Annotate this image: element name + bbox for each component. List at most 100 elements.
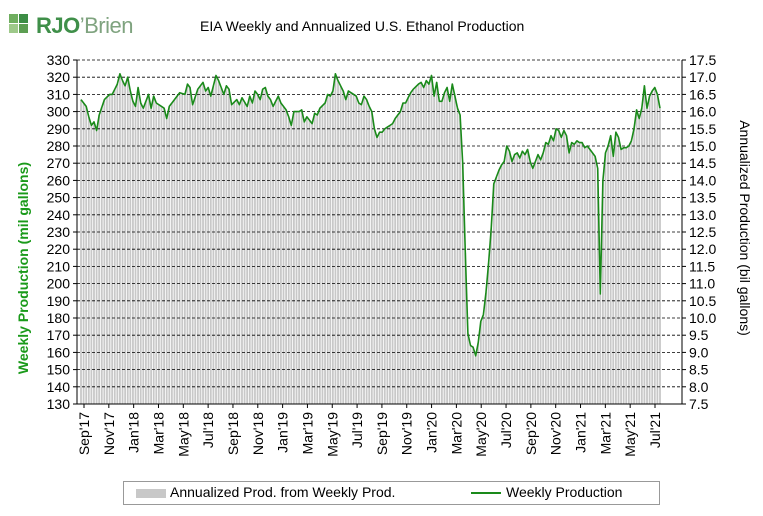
annualized-bar (329, 96, 332, 405)
annualized-bar (134, 106, 137, 404)
annualized-bar (313, 113, 316, 404)
annualized-bar (181, 93, 184, 404)
annualized-bar (581, 142, 584, 404)
x-tick-label: Jan'20 (424, 412, 440, 453)
annualized-bar (225, 85, 228, 405)
annualized-bar (202, 82, 204, 405)
y-right-tick-label: 10.5 (689, 293, 716, 309)
legend-swatch-bars (136, 489, 166, 498)
annualized-bar (651, 90, 654, 405)
annualized-bar (113, 89, 116, 405)
annualized-bar (547, 144, 550, 404)
annualized-bar (557, 130, 560, 404)
y-left-tick-label: 260 (47, 172, 71, 188)
annualized-bar (542, 152, 545, 404)
y-left-tick-label: 220 (47, 241, 71, 257)
annualized-bar (311, 123, 313, 404)
annualized-bar (469, 345, 472, 404)
annualized-bar (168, 106, 171, 404)
y-right-tick-label: 9.0 (689, 344, 709, 360)
annualized-bar (659, 108, 661, 404)
annualized-bar (407, 97, 410, 404)
y-right-tick-label: 11.5 (689, 258, 715, 274)
annualized-bar (513, 154, 516, 404)
annualized-bar (490, 228, 493, 404)
annualized-bar (145, 101, 147, 404)
annualized-bar (498, 170, 500, 404)
y-right-ticks: 7.58.08.59.09.510.010.511.011.512.012.51… (682, 52, 716, 412)
annualized-bar (90, 125, 93, 405)
rjo-brien-mark-icon (9, 14, 28, 33)
annualized-bar (539, 159, 542, 404)
y-right-tick-label: 15.0 (689, 138, 716, 154)
annualized-bar (298, 111, 300, 404)
annualized-bar (446, 87, 448, 405)
x-tick-label: Sep'18 (225, 412, 241, 455)
annualized-bar (422, 87, 425, 405)
annualized-bar (347, 90, 350, 405)
annualized-bar (100, 107, 103, 405)
y-left-tick-label: 300 (47, 104, 71, 120)
annualized-bar (591, 152, 594, 404)
annualized-bar (142, 108, 145, 404)
y-left-tick-label: 130 (47, 396, 71, 412)
y-left-tick-label: 250 (47, 190, 71, 206)
annualized-bar (500, 164, 503, 404)
annualized-bar (85, 106, 88, 404)
annualized-bar (552, 140, 555, 404)
chart-title: EIA Weekly and Annualized U.S. Ethanol P… (200, 18, 525, 34)
annualized-bar (230, 104, 233, 404)
x-tick-label: Nov'19 (399, 412, 415, 455)
annualized-bar (337, 80, 339, 404)
annualized-bar (196, 89, 199, 405)
annualized-bar (331, 90, 334, 405)
y-right-tick-label: 16.5 (689, 86, 716, 102)
annualized-bar (248, 96, 251, 405)
y-right-tick-label: 7.5 (689, 396, 709, 412)
legend-label-weekly: Weekly Production (506, 484, 623, 500)
annualized-bar (277, 96, 280, 405)
annualized-bar (116, 84, 119, 404)
annualized-bar (586, 146, 589, 404)
annualized-bar (82, 103, 85, 404)
annualized-bar (290, 125, 293, 405)
logo-wordmark: RJO’Brien (36, 13, 134, 39)
annualized-bar (274, 101, 277, 404)
y-left-tick-label: 270 (47, 155, 71, 171)
annualized-bar (640, 108, 643, 404)
annualized-bar (173, 99, 176, 404)
annualized-bar (350, 92, 352, 405)
annualized-bar (391, 123, 394, 404)
annualized-bar (280, 103, 282, 404)
annualized-bar (617, 137, 620, 404)
annualized-bar (80, 99, 82, 404)
annualized-bar (459, 115, 461, 404)
annualized-bar (620, 149, 622, 404)
annualized-bar (648, 96, 651, 405)
annualized-bar (170, 103, 173, 404)
y-left-tick-label: 180 (47, 310, 71, 326)
annualized-bar (137, 87, 140, 405)
y-right-tick-label: 12.5 (689, 224, 716, 240)
x-tick-label: May'19 (324, 412, 340, 457)
annualized-bar (589, 149, 591, 404)
annualized-bar (435, 82, 438, 405)
y-right-tick-label: 14.5 (689, 155, 716, 171)
annualized-bar (495, 176, 498, 404)
annualized-bar (396, 115, 399, 404)
annualized-bars (80, 73, 661, 405)
annualized-bar (199, 85, 202, 405)
y-right-tick-label: 17.5 (689, 52, 716, 68)
annualized-bar (342, 90, 345, 405)
annualized-bar (565, 135, 568, 404)
annualized-bar (316, 115, 319, 404)
annualized-bar (98, 115, 101, 404)
annualized-bar (516, 152, 519, 404)
annualized-bar (235, 99, 238, 404)
x-tick-label: Mar'21 (597, 412, 613, 455)
rjo-brien-logo: RJO’Brien (8, 8, 158, 44)
annualized-bar (505, 146, 508, 404)
annualized-bar (508, 151, 511, 404)
annualized-bar (238, 104, 241, 404)
annualized-bar (409, 92, 412, 405)
